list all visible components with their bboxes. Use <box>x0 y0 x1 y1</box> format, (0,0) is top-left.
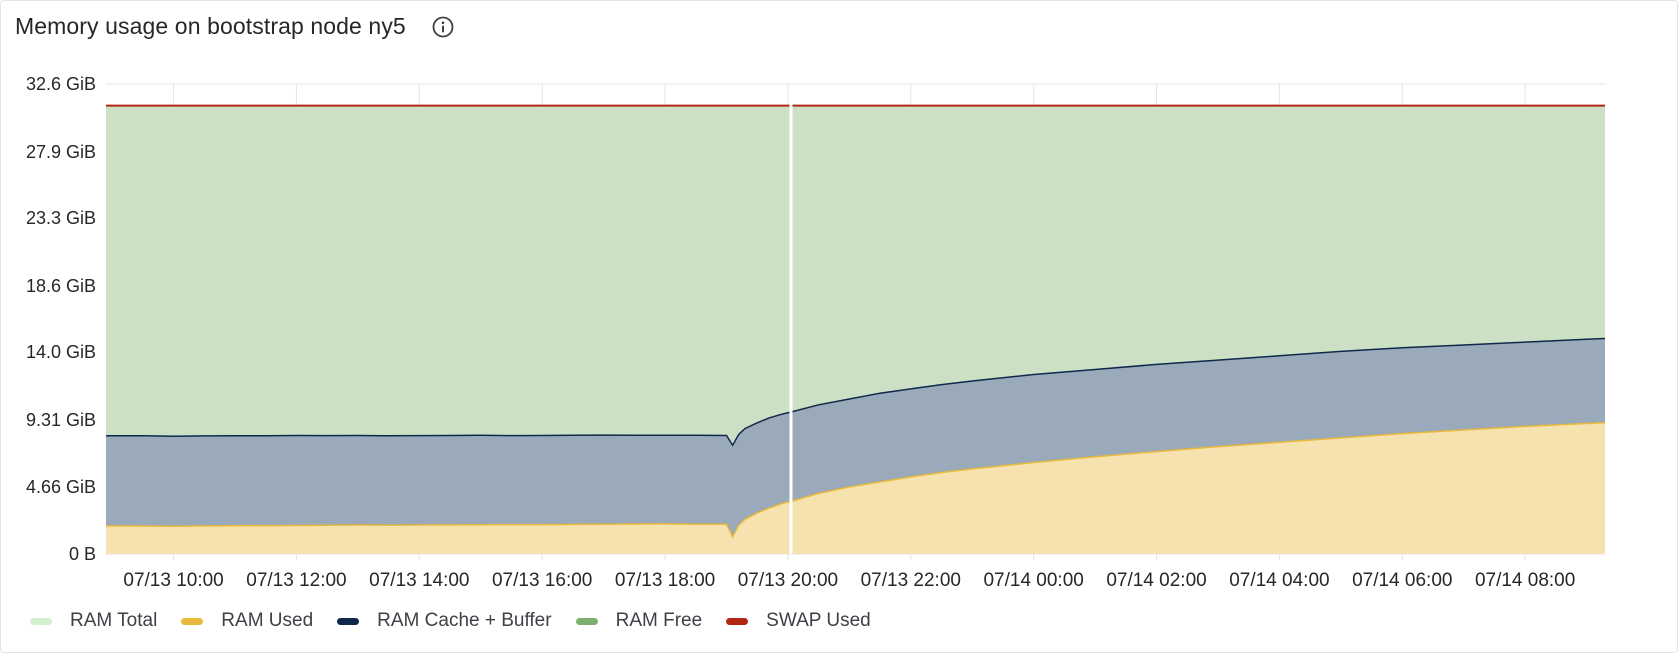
legend-label: RAM Total <box>70 610 158 631</box>
memory-chart[interactable]: 0 B 4.66 GiB 9.31 GiB 14.0 GiB 18.6 GiB 23.3 … <box>0 0 1678 600</box>
x-axis-ticks: 07/13 10:00 07/13 12:00 07/13 14:00 07/13 1… <box>123 570 1575 591</box>
y-tick-label: 23.3 GiB <box>26 208 96 228</box>
y-tick-label: 0 B <box>69 544 96 564</box>
x-tick-label: 07/13 20:00 <box>738 570 838 591</box>
x-tick-label: 07/14 08:00 <box>1475 570 1575 591</box>
x-tick-label: 07/13 10:00 <box>123 570 223 591</box>
panel-header: Memory usage on bootstrap node ny5 <box>15 13 454 40</box>
legend-item[interactable]: RAM Free <box>575 610 703 632</box>
legend-label: SWAP Used <box>766 610 871 631</box>
x-tick-label: 07/14 06:00 <box>1352 570 1452 591</box>
ram-used-line <box>105 422 1606 539</box>
panel-title: Memory usage on bootstrap node ny5 <box>15 13 406 39</box>
legend-swatch <box>337 617 360 625</box>
x-tick-label: 07/13 22:00 <box>861 570 961 591</box>
y-tick-label: 18.6 GiB <box>26 276 96 296</box>
y-axis-ticks: 0 B 4.66 GiB 9.31 GiB 14.0 GiB 18.6 GiB 23.3 … <box>26 74 96 564</box>
ram-cache-buffer-line <box>106 337 1606 447</box>
legend-item[interactable]: RAM Total <box>30 610 157 632</box>
legend-swatch <box>30 617 52 625</box>
x-tick-label: 07/13 16:00 <box>492 570 592 591</box>
legend-label: RAM Used <box>221 610 314 631</box>
x-tick-label: 07/14 04:00 <box>1229 570 1329 591</box>
x-tick-label: 07/13 14:00 <box>369 570 469 591</box>
x-tick-label: 07/14 02:00 <box>1106 570 1206 591</box>
x-tick-label: 07/14 00:00 <box>983 570 1083 591</box>
legend-swatch <box>181 617 204 625</box>
legend-item[interactable]: RAM Used <box>181 610 313 632</box>
ram-free-area <box>106 105 1605 446</box>
y-tick-label: 32.6 GiB <box>26 74 96 94</box>
chart-lines <box>105 104 1606 539</box>
legend-item[interactable]: RAM Cache + Buffer <box>337 610 552 632</box>
chart-areas <box>106 105 1605 554</box>
x-tick-label: 07/13 18:00 <box>615 570 715 591</box>
chart-legend: RAM Total RAM Used RAM Cache + Buffer RAM F… <box>30 610 895 632</box>
y-tick-label: 27.9 GiB <box>26 142 96 162</box>
legend-swatch <box>575 617 598 625</box>
legend-item[interactable]: SWAP Used <box>726 610 871 632</box>
legend-swatch <box>726 617 749 625</box>
y-tick-label: 14.0 GiB <box>26 342 96 362</box>
legend-label: RAM Cache + Buffer <box>377 610 552 631</box>
y-tick-label: 4.66 GiB <box>26 477 96 497</box>
legend-label: RAM Free <box>615 610 703 631</box>
x-tick-label: 07/13 12:00 <box>246 570 346 591</box>
info-circle-icon[interactable] <box>432 16 454 38</box>
ram-used-area <box>106 422 1605 554</box>
y-tick-label: 9.31 GiB <box>26 410 96 430</box>
ram-cache-buffer-area <box>106 338 1605 537</box>
